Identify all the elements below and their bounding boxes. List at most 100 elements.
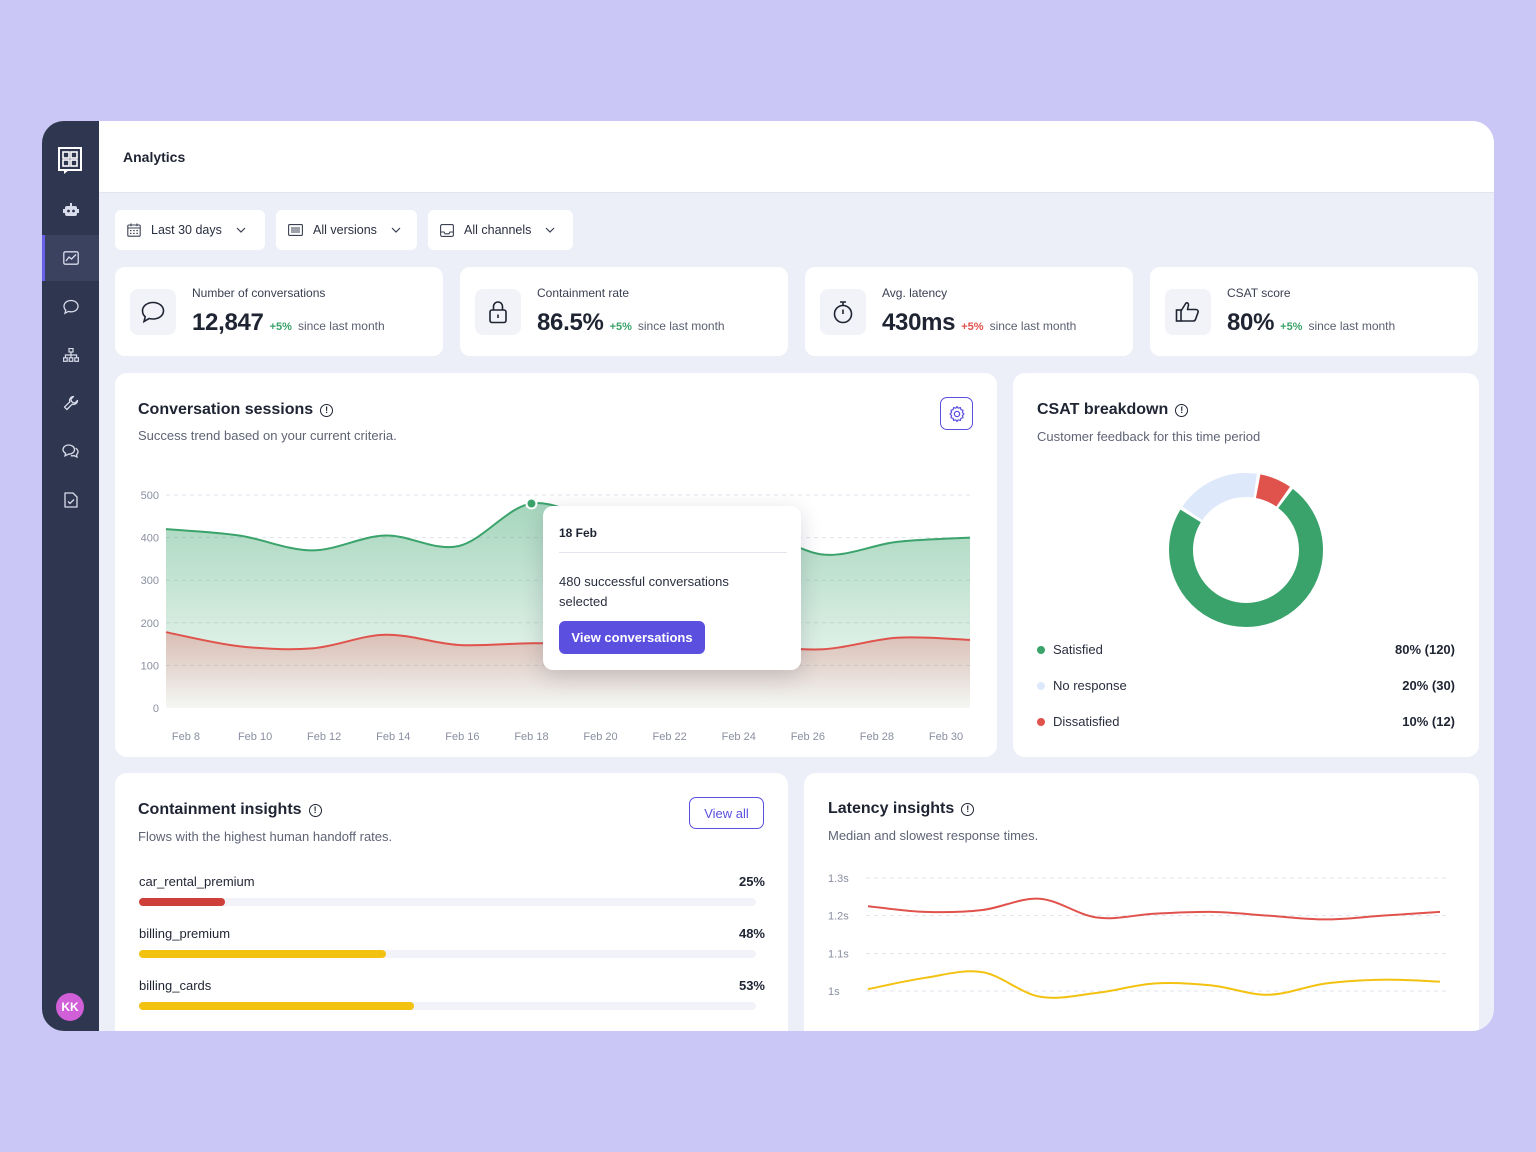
kpi-since: since last month bbox=[989, 319, 1077, 333]
flow-row[interactable]: billing_cards 53% bbox=[139, 978, 765, 1010]
rasa-logo-icon[interactable] bbox=[58, 147, 82, 175]
kpi-csat-score: CSAT score 80% +5% since last month bbox=[1150, 267, 1478, 356]
x-tick-label: Feb 30 bbox=[929, 731, 963, 743]
kpi-label: Number of conversations bbox=[192, 286, 326, 300]
containment-insights-card: Containment insights ! Flows with the hi… bbox=[115, 773, 788, 1031]
y-tick-label: 500 bbox=[141, 490, 159, 502]
chat-bubble-icon bbox=[141, 301, 165, 323]
kpi-change: +5% bbox=[961, 321, 984, 333]
progress-track bbox=[139, 1002, 756, 1010]
y-tick-label: 1.3s bbox=[828, 873, 849, 885]
conversation-sessions-card: Conversation sessions ! Success trend ba… bbox=[115, 373, 997, 757]
kpi-value: 80% bbox=[1227, 309, 1275, 336]
legend-dot bbox=[1037, 645, 1045, 654]
y-tick-label: 200 bbox=[141, 618, 159, 630]
sidebar-item-analytics[interactable] bbox=[42, 235, 99, 281]
date-range-filter[interactable]: Last 30 days bbox=[115, 210, 265, 250]
versions-filter[interactable]: All versions bbox=[276, 210, 417, 250]
sidebar-item-conversations[interactable] bbox=[42, 284, 99, 330]
sidebar-item-reports[interactable] bbox=[42, 477, 99, 523]
legend-row-dissatisfied: Dissatisfied 10% (12) bbox=[1037, 714, 1455, 729]
inbox-icon bbox=[440, 223, 454, 237]
flow-row[interactable]: car_rental_premium 25% bbox=[139, 874, 765, 906]
kpi-avg-latency: Avg. latency 430ms +5% since last month bbox=[805, 267, 1133, 356]
x-tick-label: Feb 26 bbox=[791, 731, 825, 743]
info-icon[interactable]: ! bbox=[961, 802, 975, 816]
kpi-label: CSAT score bbox=[1227, 286, 1291, 300]
progress-fill bbox=[139, 898, 226, 906]
flow-pct: 48% bbox=[738, 926, 765, 941]
card-subtitle: Customer feedback for this time period bbox=[1037, 429, 1261, 444]
donut-slice-no-response[interactable] bbox=[1169, 473, 1323, 627]
flow-pct: 53% bbox=[738, 978, 765, 993]
card-subtitle: Flows with the highest human handoff rat… bbox=[138, 829, 393, 844]
channels-filter[interactable]: All channels bbox=[428, 210, 573, 250]
legend-label: Dissatisfied bbox=[1053, 714, 1120, 729]
legend-dot bbox=[1037, 717, 1045, 726]
legend-value: 80% (120) bbox=[1395, 642, 1455, 657]
highlight-point[interactable] bbox=[525, 497, 538, 510]
csat-breakdown-card: CSAT breakdown ! Customer feedback for t… bbox=[1013, 373, 1479, 757]
donut-slice-satisfied[interactable] bbox=[1169, 473, 1323, 627]
kpi-label: Avg. latency bbox=[882, 286, 948, 300]
legend-row-satisfied: Satisfied 80% (120) bbox=[1037, 642, 1455, 657]
y-tick-label: 1.1s bbox=[828, 948, 849, 960]
view-all-button[interactable]: View all bbox=[689, 797, 764, 829]
sidebar: KK bbox=[42, 121, 99, 1031]
x-tick-label: Feb 16 bbox=[445, 731, 479, 743]
card-title: Conversation sessions bbox=[138, 401, 314, 418]
flow-name: billing_premium bbox=[139, 926, 231, 941]
csat-donut-chart[interactable] bbox=[1013, 463, 1479, 683]
chart-tooltip: 18 Feb 480 successful conversations sele… bbox=[543, 506, 801, 670]
channels-label: All channels bbox=[464, 223, 532, 237]
x-tick-label: Feb 12 bbox=[307, 731, 341, 743]
legend-label: Satisfied bbox=[1053, 642, 1103, 657]
x-tick-label: Feb 18 bbox=[514, 731, 548, 743]
kpi-change: +5% bbox=[1280, 321, 1303, 333]
hierarchy-icon bbox=[62, 348, 79, 362]
kpi-containment-rate: Containment rate 86.5% +5% since last mo… bbox=[460, 267, 788, 356]
chevron-down-icon bbox=[391, 227, 401, 233]
sidebar-item-messages[interactable] bbox=[42, 428, 99, 474]
sidebar-item-assistant[interactable] bbox=[42, 187, 99, 233]
x-tick-label: Feb 22 bbox=[653, 731, 687, 743]
info-icon[interactable]: ! bbox=[320, 403, 334, 417]
sidebar-item-tools[interactable] bbox=[42, 380, 99, 426]
user-avatar[interactable]: KK bbox=[56, 993, 84, 1021]
tooltip-date: 18 Feb bbox=[559, 526, 598, 540]
latency-line-chart[interactable]: 1.3s 1.2s 1.1s 1s bbox=[804, 773, 1479, 1031]
y-tick-label: 100 bbox=[141, 660, 159, 672]
top-bar: Analytics bbox=[99, 121, 1494, 193]
latency-line-median bbox=[867, 970, 1441, 999]
card-title: Containment insights bbox=[138, 801, 302, 818]
date-range-label: Last 30 days bbox=[151, 223, 222, 237]
progress-fill bbox=[139, 1002, 414, 1010]
x-tick-label: Feb 14 bbox=[376, 731, 410, 743]
legend-value: 10% (12) bbox=[1402, 714, 1455, 729]
legend-label: No response bbox=[1053, 678, 1127, 693]
wrench-icon bbox=[63, 395, 78, 411]
stopwatch-icon bbox=[833, 301, 853, 324]
info-icon[interactable]: ! bbox=[1175, 403, 1189, 417]
card-subtitle: Median and slowest response times. bbox=[828, 828, 1039, 843]
kpi-value: 86.5% bbox=[537, 309, 604, 336]
chat-bubble-icon bbox=[62, 299, 79, 315]
legend-dot bbox=[1037, 681, 1045, 690]
y-tick-label: 0 bbox=[153, 703, 159, 715]
x-tick-label: Feb 10 bbox=[238, 731, 272, 743]
list-icon bbox=[288, 224, 303, 236]
progress-track bbox=[139, 898, 756, 906]
kpi-value: 430ms bbox=[882, 309, 956, 336]
x-tick-label: Feb 28 bbox=[860, 731, 894, 743]
progress-track bbox=[139, 950, 756, 958]
view-conversations-button[interactable]: View conversations bbox=[559, 621, 705, 654]
info-icon[interactable]: ! bbox=[308, 803, 322, 817]
y-tick-label: 1s bbox=[828, 986, 840, 998]
flow-name: car_rental_premium bbox=[139, 874, 255, 889]
tooltip-message: 480 successful conversations selected bbox=[559, 574, 729, 609]
y-tick-label: 1.2s bbox=[828, 911, 849, 923]
sidebar-item-flows[interactable] bbox=[42, 332, 99, 378]
flow-row[interactable]: billing_premium 48% bbox=[139, 926, 765, 958]
chart-settings-button[interactable] bbox=[940, 397, 973, 430]
card-title: Latency insights bbox=[828, 800, 955, 817]
